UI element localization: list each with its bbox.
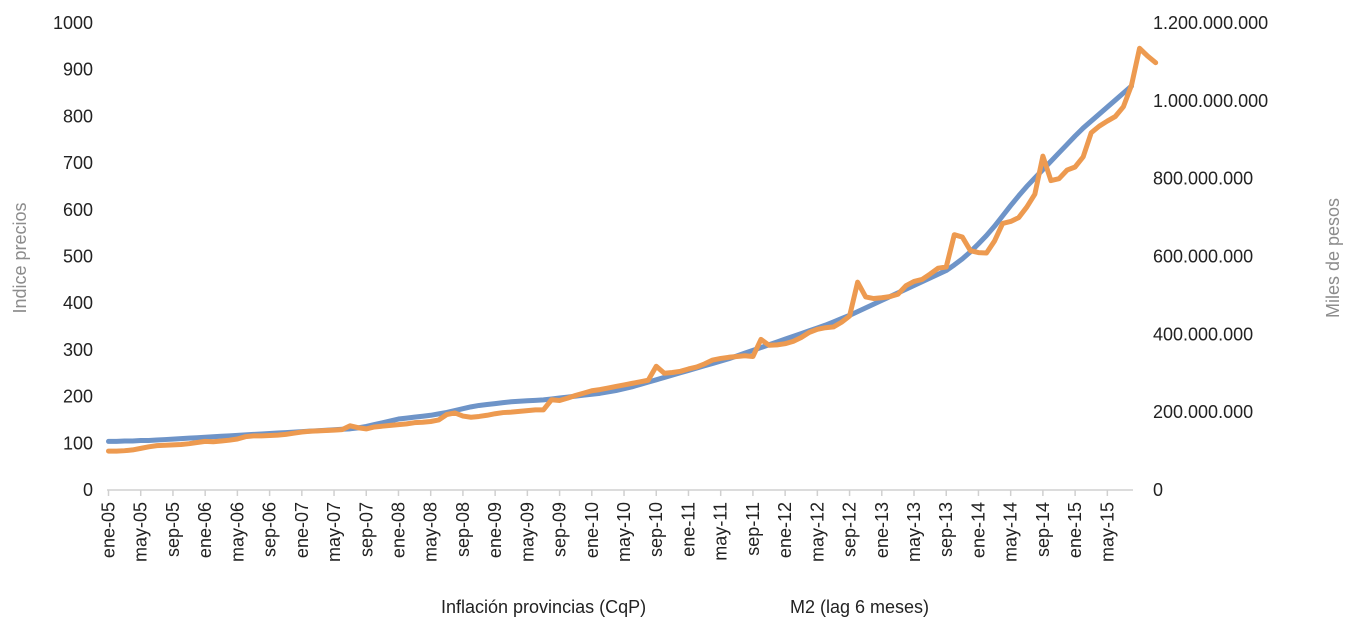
x-axis-ticks: ene-05 may-05 sep-05 ene-06 may-06 sep-06 ene-… [99, 490, 1117, 562]
x-tick-label: sep-09 [550, 502, 570, 557]
x-tick-label: ene-08 [388, 502, 408, 558]
y-tick-label: 0 [83, 480, 93, 500]
y-tick-label: 300 [63, 340, 93, 360]
x-tick-label: may-07 [324, 502, 344, 562]
x-tick-label: sep-07 [356, 502, 376, 557]
left-axis-ticks: 0 100 200 300 400 500 600 700 800 900 1000 [53, 13, 93, 500]
y-tick-label: 500 [63, 247, 93, 267]
x-tick-label: may-08 [421, 502, 441, 562]
x-tick-label: ene-09 [485, 502, 505, 558]
y-tick-label: 800 [63, 106, 93, 126]
x-tick-label: ene-06 [195, 502, 215, 558]
x-tick-label: sep-06 [260, 502, 280, 557]
x-tick-label: may-11 [711, 502, 731, 561]
x-tick-label: may-06 [227, 502, 247, 562]
x-tick-label: may-15 [1097, 502, 1117, 562]
legend-entry-m2: M2 (lag 6 meses) [790, 597, 929, 617]
right-axis-ticks: 0 200.000.000 400.000.000 600.000.000 800.00… [1153, 13, 1268, 500]
x-tick-label: ene-13 [872, 502, 892, 558]
right-axis-title: Miles de pesos [1323, 198, 1343, 318]
y-tick-label: 200 [63, 387, 93, 407]
x-tick-label: ene-14 [968, 502, 988, 558]
x-tick-label: ene-07 [292, 502, 312, 558]
x-tick-label: sep-13 [936, 502, 956, 557]
x-tick-label: ene-11 [678, 502, 698, 557]
series-lines [106, 45, 1159, 454]
left-axis-title: Indice precios [10, 202, 30, 313]
x-tick-label: ene-05 [99, 502, 119, 558]
y2-tick-label: 200.000.000 [1153, 402, 1253, 422]
x-tick-label: may-13 [904, 502, 924, 562]
x-tick-label: sep-12 [840, 502, 860, 557]
x-tick-label: may-09 [517, 502, 537, 562]
legend: Inflación provincias (CqP) M2 (lag 6 mes… [441, 597, 929, 617]
y-tick-label: 600 [63, 200, 93, 220]
y-tick-label: 1000 [53, 13, 93, 33]
x-tick-label: ene-12 [775, 502, 795, 558]
x-tick-label: sep-05 [163, 502, 183, 557]
y2-tick-label: 1.200.000.000 [1153, 13, 1268, 33]
x-tick-label: ene-10 [582, 502, 602, 558]
x-tick-label: sep-08 [453, 502, 473, 557]
x-tick-label: may-05 [131, 502, 151, 562]
y2-tick-label: 0 [1153, 480, 1163, 500]
y2-tick-label: 400.000.000 [1153, 324, 1253, 344]
series-line-m2 [106, 45, 1159, 454]
x-tick-label: may-12 [807, 502, 827, 562]
y2-tick-label: 1.000.000.000 [1153, 91, 1268, 111]
y-tick-label: 700 [63, 153, 93, 173]
x-tick-label: sep-11 [743, 502, 763, 556]
x-tick-label: ene-15 [1065, 502, 1085, 558]
x-tick-label: sep-14 [1033, 502, 1053, 557]
y-tick-label: 100 [63, 433, 93, 453]
x-tick-label: may-10 [614, 502, 634, 562]
legend-entry-inflacion: Inflación provincias (CqP) [441, 597, 646, 617]
y-tick-label: 400 [63, 293, 93, 313]
x-tick-label: sep-10 [646, 502, 666, 557]
y-tick-label: 900 [63, 60, 93, 80]
x-tick-label: may-14 [1001, 502, 1021, 562]
y2-tick-label: 600.000.000 [1153, 247, 1253, 267]
y2-tick-label: 800.000.000 [1153, 169, 1253, 189]
